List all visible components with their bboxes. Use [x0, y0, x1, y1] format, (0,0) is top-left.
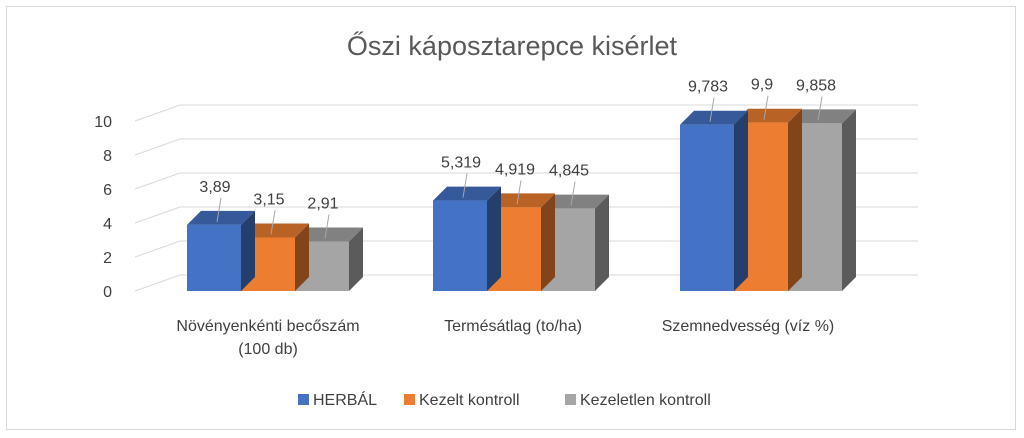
y-axis-ticks: 0 2 4 6 8 10	[94, 114, 112, 301]
data-label: 9,783	[688, 79, 728, 96]
category-label: Növényenkénti becőszám	[176, 318, 359, 335]
data-label-leader	[324, 214, 330, 239]
bar-side	[487, 186, 501, 291]
grid-line	[134, 138, 918, 156]
legend-item: Kezeletlen kontroll	[565, 392, 711, 409]
legend-label: Kezeletlen kontroll	[580, 392, 711, 409]
legend: HERBÁL Kezelt kontroll Kezeletlen kontroll	[298, 390, 711, 409]
data-label: 3,89	[199, 179, 230, 196]
bar-top	[680, 110, 748, 125]
bar	[433, 186, 501, 291]
y-tick-label: 0	[103, 284, 112, 301]
category-label: Termésátlag (to/ha)	[444, 318, 582, 335]
grid-line	[134, 274, 918, 292]
legend-swatch	[298, 394, 309, 405]
data-label-leader	[216, 197, 222, 222]
bar-side	[295, 223, 309, 291]
category-label: (100 db)	[238, 341, 298, 358]
data-label: 4,919	[495, 161, 535, 178]
bar-side	[349, 227, 363, 291]
data-labels: 3,89 3,15 2,91 5,319 4,919 4,845 9,783 9,9 9,858	[199, 77, 836, 239]
data-label-leader	[516, 180, 522, 205]
y-tick-label: 2	[103, 250, 112, 267]
data-label: 9,9	[751, 77, 773, 94]
grid-line	[134, 104, 918, 122]
data-label: 2,91	[307, 196, 338, 213]
category-labels: Növényenkénti becőszám (100 db) Termésátla…	[176, 318, 834, 358]
bar-top	[541, 194, 609, 209]
y-tick-label: 10	[94, 114, 112, 131]
bar-front	[680, 124, 734, 292]
bars	[187, 108, 856, 292]
bar-front	[433, 200, 487, 291]
grid-line	[134, 172, 918, 190]
category-label: Szemnedvesség (víz %)	[662, 318, 835, 335]
bar-top	[295, 227, 363, 242]
bar-side	[788, 108, 802, 291]
bar-side	[541, 193, 555, 291]
data-label: 5,319	[441, 155, 481, 172]
bar-side	[241, 210, 255, 291]
data-label-leader	[709, 97, 715, 122]
grid-lines	[134, 104, 918, 292]
y-tick-label: 6	[103, 182, 112, 199]
data-label-leader	[270, 210, 276, 235]
y-tick-label: 4	[103, 216, 112, 233]
data-label: 4,845	[549, 163, 589, 180]
bar-side	[842, 109, 856, 291]
data-label-leader	[763, 95, 769, 120]
bar-top	[734, 108, 802, 123]
legend-swatch	[565, 394, 576, 405]
bar-side	[734, 110, 748, 292]
grid-line	[134, 206, 918, 224]
data-label: 3,15	[253, 191, 284, 208]
bar-side	[595, 194, 609, 291]
bar-top	[433, 186, 501, 201]
data-label-leader	[817, 96, 823, 121]
bar-top	[241, 223, 309, 238]
legend-swatch	[404, 394, 415, 405]
chart-title: Őszi káposztarepce kisérlet	[347, 30, 678, 61]
data-label: 9,858	[796, 77, 836, 94]
grid-line	[134, 240, 918, 258]
bar-front	[187, 224, 241, 291]
bar-top	[187, 210, 255, 225]
legend-item: Kezelt kontroll	[404, 392, 520, 409]
data-label-leader	[570, 181, 576, 206]
bar	[680, 110, 748, 292]
legend-label: HERBÁL	[313, 390, 377, 409]
y-tick-label: 8	[103, 148, 112, 165]
legend-item: HERBÁL	[298, 390, 377, 409]
bar-top	[487, 193, 555, 208]
data-label-leader	[462, 173, 468, 198]
bar	[187, 210, 255, 291]
bar-top	[788, 109, 856, 124]
legend-label: Kezelt kontroll	[419, 392, 520, 409]
